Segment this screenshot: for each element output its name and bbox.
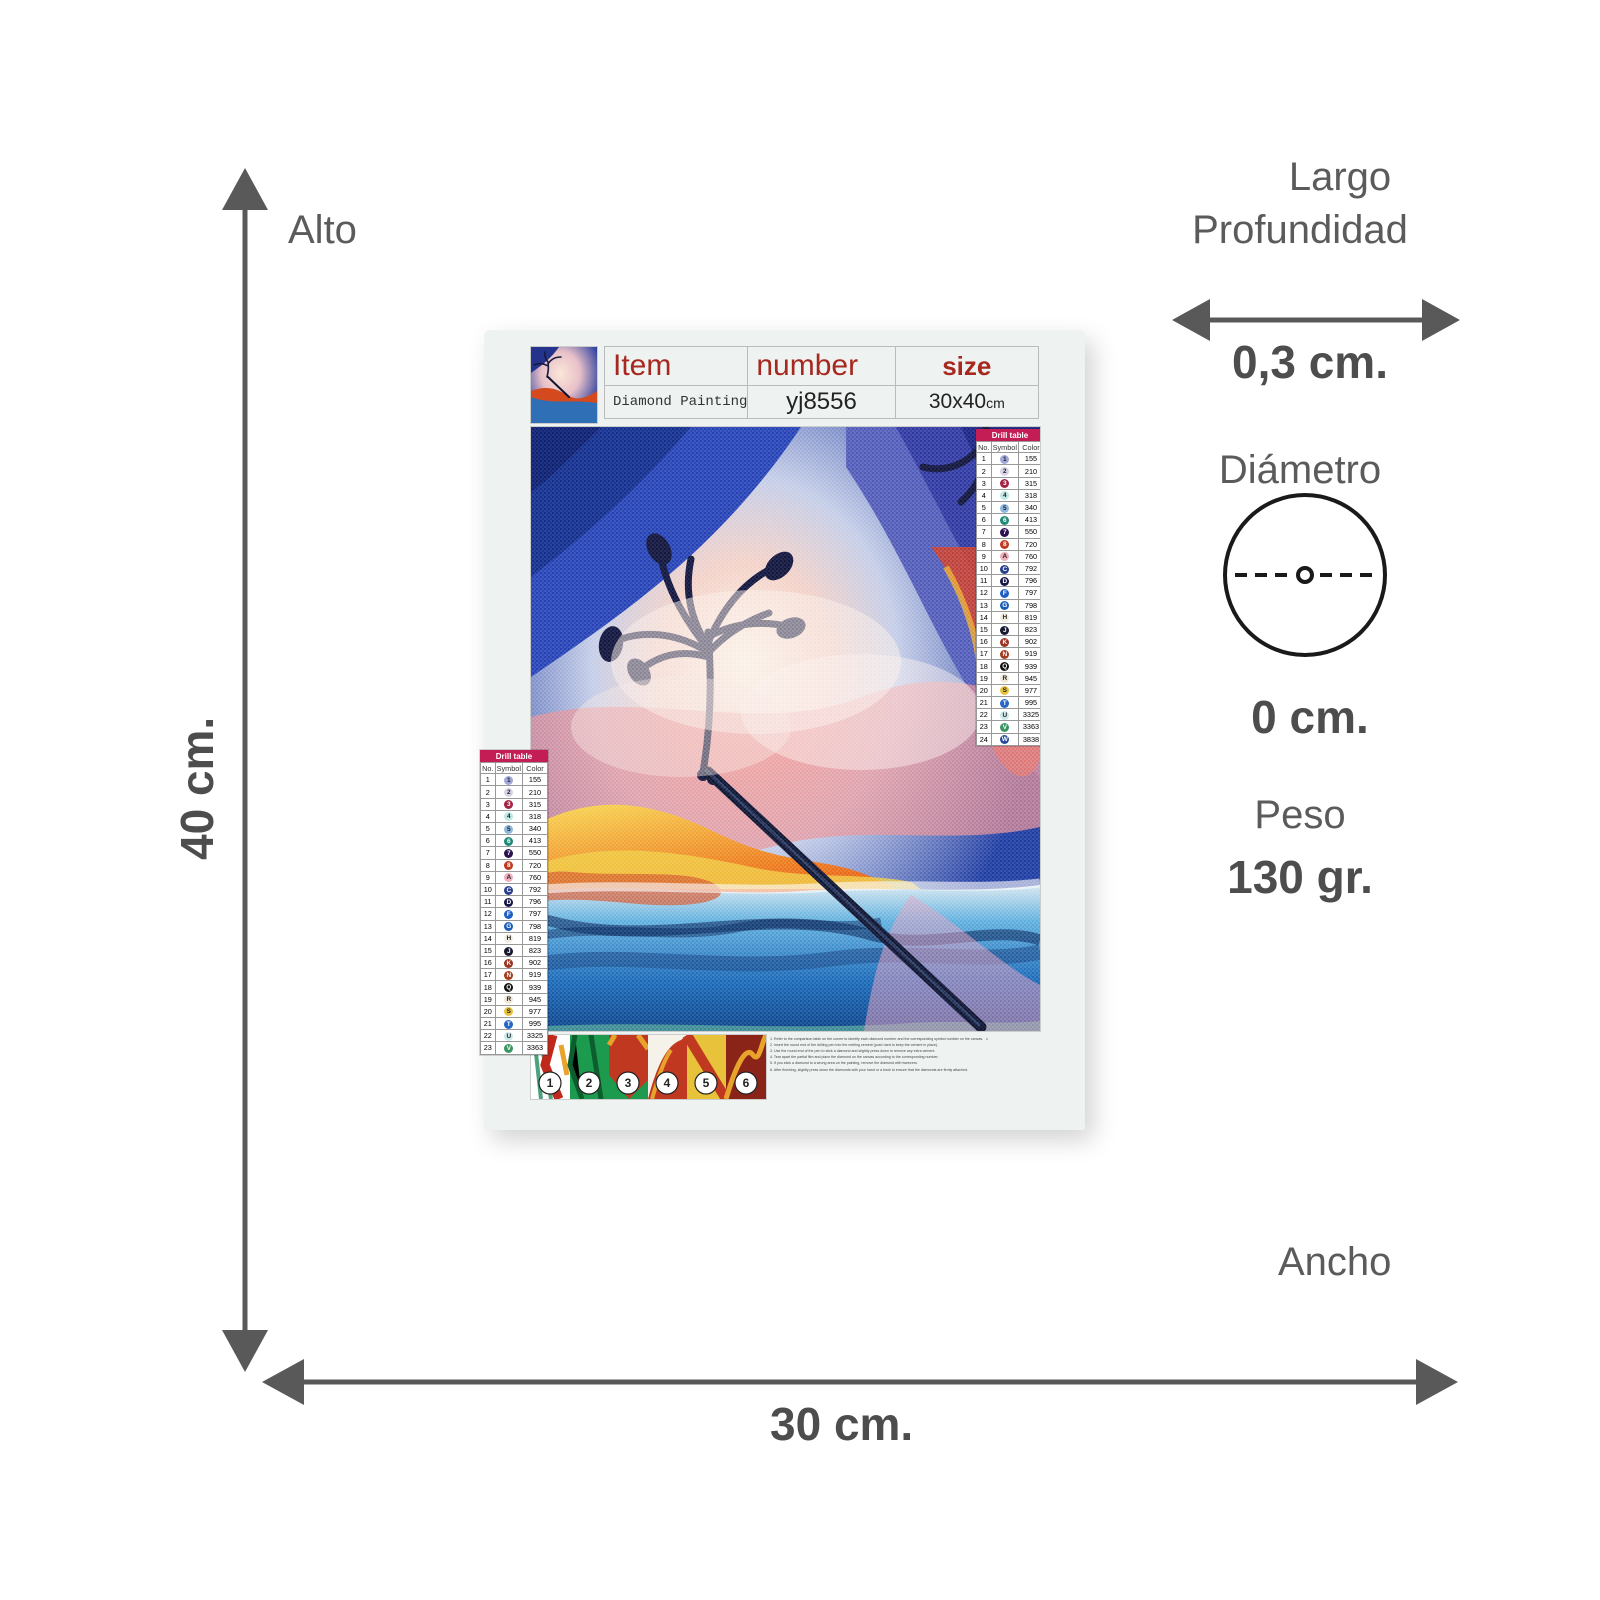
svg-text:4: 4 (664, 1076, 671, 1090)
svg-text:5: 5 (703, 1076, 710, 1090)
svg-text:6: 6 (743, 1076, 750, 1090)
svg-text:2: 2 (586, 1076, 593, 1090)
svg-text:3: 3 (625, 1076, 632, 1090)
svg-text:1: 1 (547, 1076, 554, 1090)
